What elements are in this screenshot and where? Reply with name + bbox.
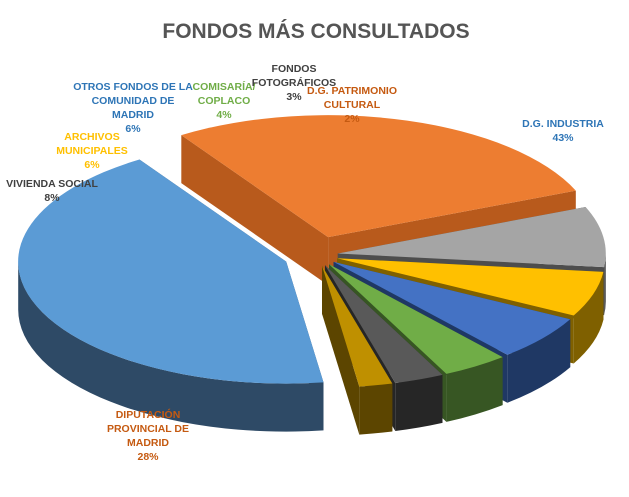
slice-label: DIPUTACIÓN PROVINCIAL DE MADRID 28% (107, 408, 189, 463)
pie-slice-side (359, 383, 393, 435)
chart-title: FONDOS MÁS CONSULTADOS (162, 20, 469, 43)
slice-name-label: DIPUTACIÓN (116, 408, 181, 421)
slice-value-label: 6% (125, 123, 141, 135)
slice-value-label: 4% (216, 109, 232, 121)
pie-slices (18, 115, 606, 435)
pie-slice-side (604, 253, 606, 316)
slice-value-label: 2% (344, 113, 360, 125)
slice-name-label: COPLACO (198, 95, 251, 107)
slice-label: VIVIENDA SOCIAL 8% (6, 178, 98, 204)
slice-name-label: CULTURAL (324, 99, 381, 111)
pie-slice-wall (181, 135, 329, 286)
slice-name-label: COMUNIDAD DE (92, 95, 175, 107)
pie-slice-side (446, 357, 503, 422)
pie-labels: D.G. INDUSTRIA 43% DIPUTACIÓN PROVINCIAL DE… (6, 63, 604, 463)
pie-slice (18, 159, 324, 432)
pie-slice-side (395, 374, 443, 431)
slice-name-label: D.G. PATRIMONIO (307, 85, 397, 97)
pie-slice-side (18, 261, 324, 432)
pie-slice-top (181, 115, 576, 238)
slice-label: OTROS FONDOS DE LA COMUNIDAD DE MADRID 6% (73, 81, 193, 135)
pie-slice (322, 265, 393, 435)
slice-label: COMISARÍA/COPLACO 4% (193, 80, 256, 121)
slice-value-label: 43% (552, 132, 574, 144)
pie-slice-top (337, 207, 606, 268)
slice-label: D.G. PATRIMONIO CULTURAL 2% (307, 85, 397, 125)
slice-label: D.G. INDUSTRIA 43% (522, 118, 604, 144)
pie-slice-side (507, 319, 571, 403)
pie-slice-top (329, 264, 503, 374)
slice-name-label: MADRID (112, 109, 154, 121)
pie-slice-top (325, 265, 443, 383)
pie-slice-top (322, 265, 393, 387)
pie-slice-side (573, 271, 604, 364)
pie-slice-top (18, 159, 324, 384)
slice-name-label: PROVINCIAL DE (107, 423, 189, 435)
slice-label: FONDOS FOTOGRÁFICOS 3% (252, 63, 336, 103)
pie-slice-top (337, 258, 604, 316)
slice-name-label: MUNICIPALES (56, 145, 128, 157)
slice-value-label: 8% (44, 192, 60, 204)
slice-name-label: MADRID (127, 437, 169, 449)
slice-label: ARCHIVOS MUNICIPALES 6% (56, 131, 128, 171)
slice-name-label: FONDOS (272, 63, 317, 75)
slice-name-label: D.G. INDUSTRIA (522, 118, 604, 130)
slice-value-label: 6% (84, 159, 100, 171)
slice-value-label: 3% (286, 91, 302, 103)
slice-name-label: ARCHIVOS (64, 131, 119, 143)
slice-value-label: 28% (137, 451, 159, 463)
pie-slice-top (333, 261, 571, 355)
slice-name-label: FOTOGRÁFICOS (252, 76, 336, 89)
slice-name-label: COMISARÍA/ (193, 80, 256, 93)
slice-name-label: OTROS FONDOS DE LA (73, 81, 193, 93)
slice-name-label: VIVIENDA SOCIAL (6, 178, 98, 190)
